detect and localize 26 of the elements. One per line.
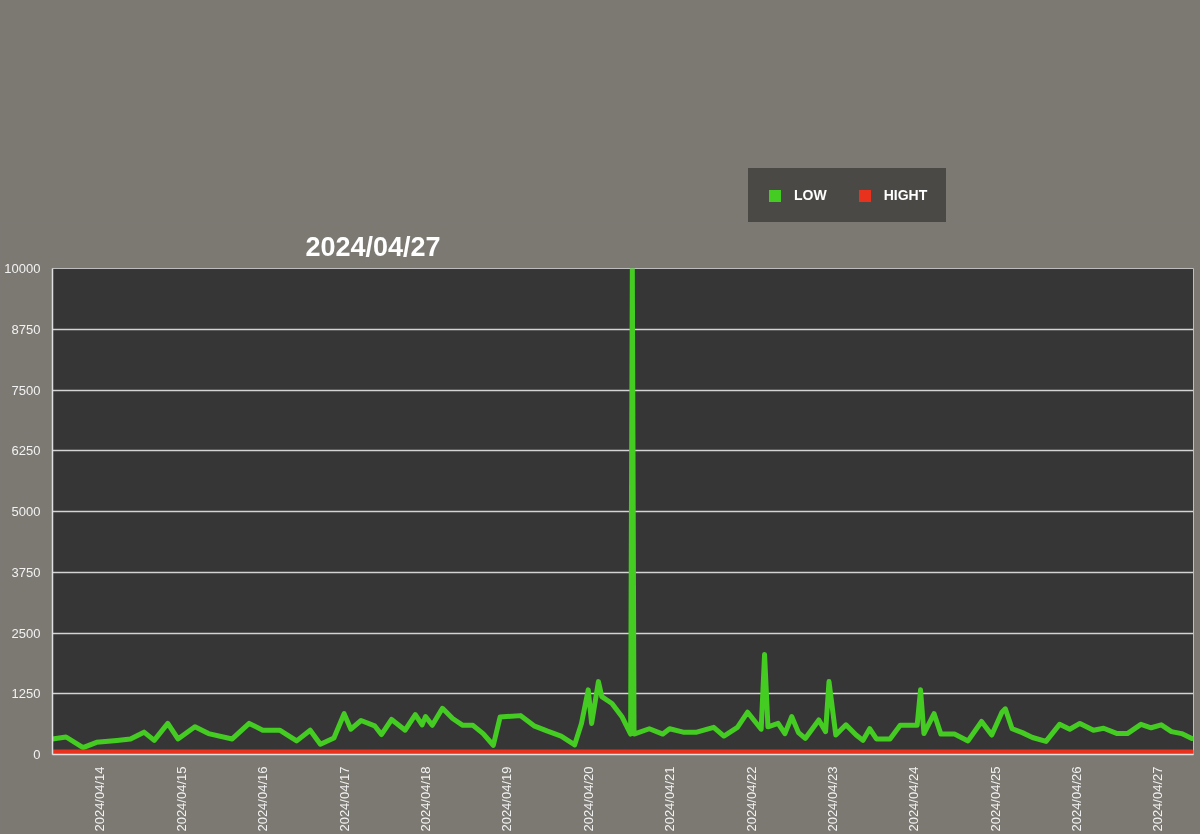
y-tick-label: 0 [33, 747, 41, 762]
y-tick-label: 6250 [11, 443, 41, 459]
x-tick-label: 2024/04/21 [662, 766, 678, 832]
legend-label: HIGHT [883, 187, 928, 203]
x-tick-label: 2024/04/15 [173, 766, 189, 832]
legend-label: LOW [794, 187, 827, 203]
x-tick-label: 2024/04/18 [417, 766, 433, 832]
x-tick-label: 2024/04/24 [906, 766, 922, 832]
y-tick-label: 5000 [11, 504, 41, 519]
x-tick-label: 2024/04/23 [824, 766, 840, 832]
y-tick-label: 8750 [11, 321, 41, 337]
x-tick-label: 2024/04/22 [743, 766, 759, 832]
x-tick-label: 2024/04/17 [336, 766, 352, 832]
y-tick-label: 1250 [11, 686, 41, 702]
y-tick-label: 10000 [4, 261, 41, 276]
y-tick-label: 7500 [11, 382, 41, 398]
x-tick-label: 2024/04/16 [255, 766, 271, 832]
chart-title: 2024/04/27 [305, 232, 441, 262]
x-tick-label: 2024/04/14 [92, 766, 108, 832]
x-tick-label: 2024/04/26 [1069, 766, 1085, 832]
y-tick-label: 2500 [11, 625, 41, 641]
x-tick-label: 2024/04/20 [580, 766, 596, 832]
y-tick-label: 3750 [11, 564, 41, 580]
x-tick-label: 2024/04/25 [987, 766, 1003, 832]
x-tick-label: 2024/04/27 [1150, 766, 1166, 832]
x-tick-label: 2024/04/19 [499, 766, 515, 832]
